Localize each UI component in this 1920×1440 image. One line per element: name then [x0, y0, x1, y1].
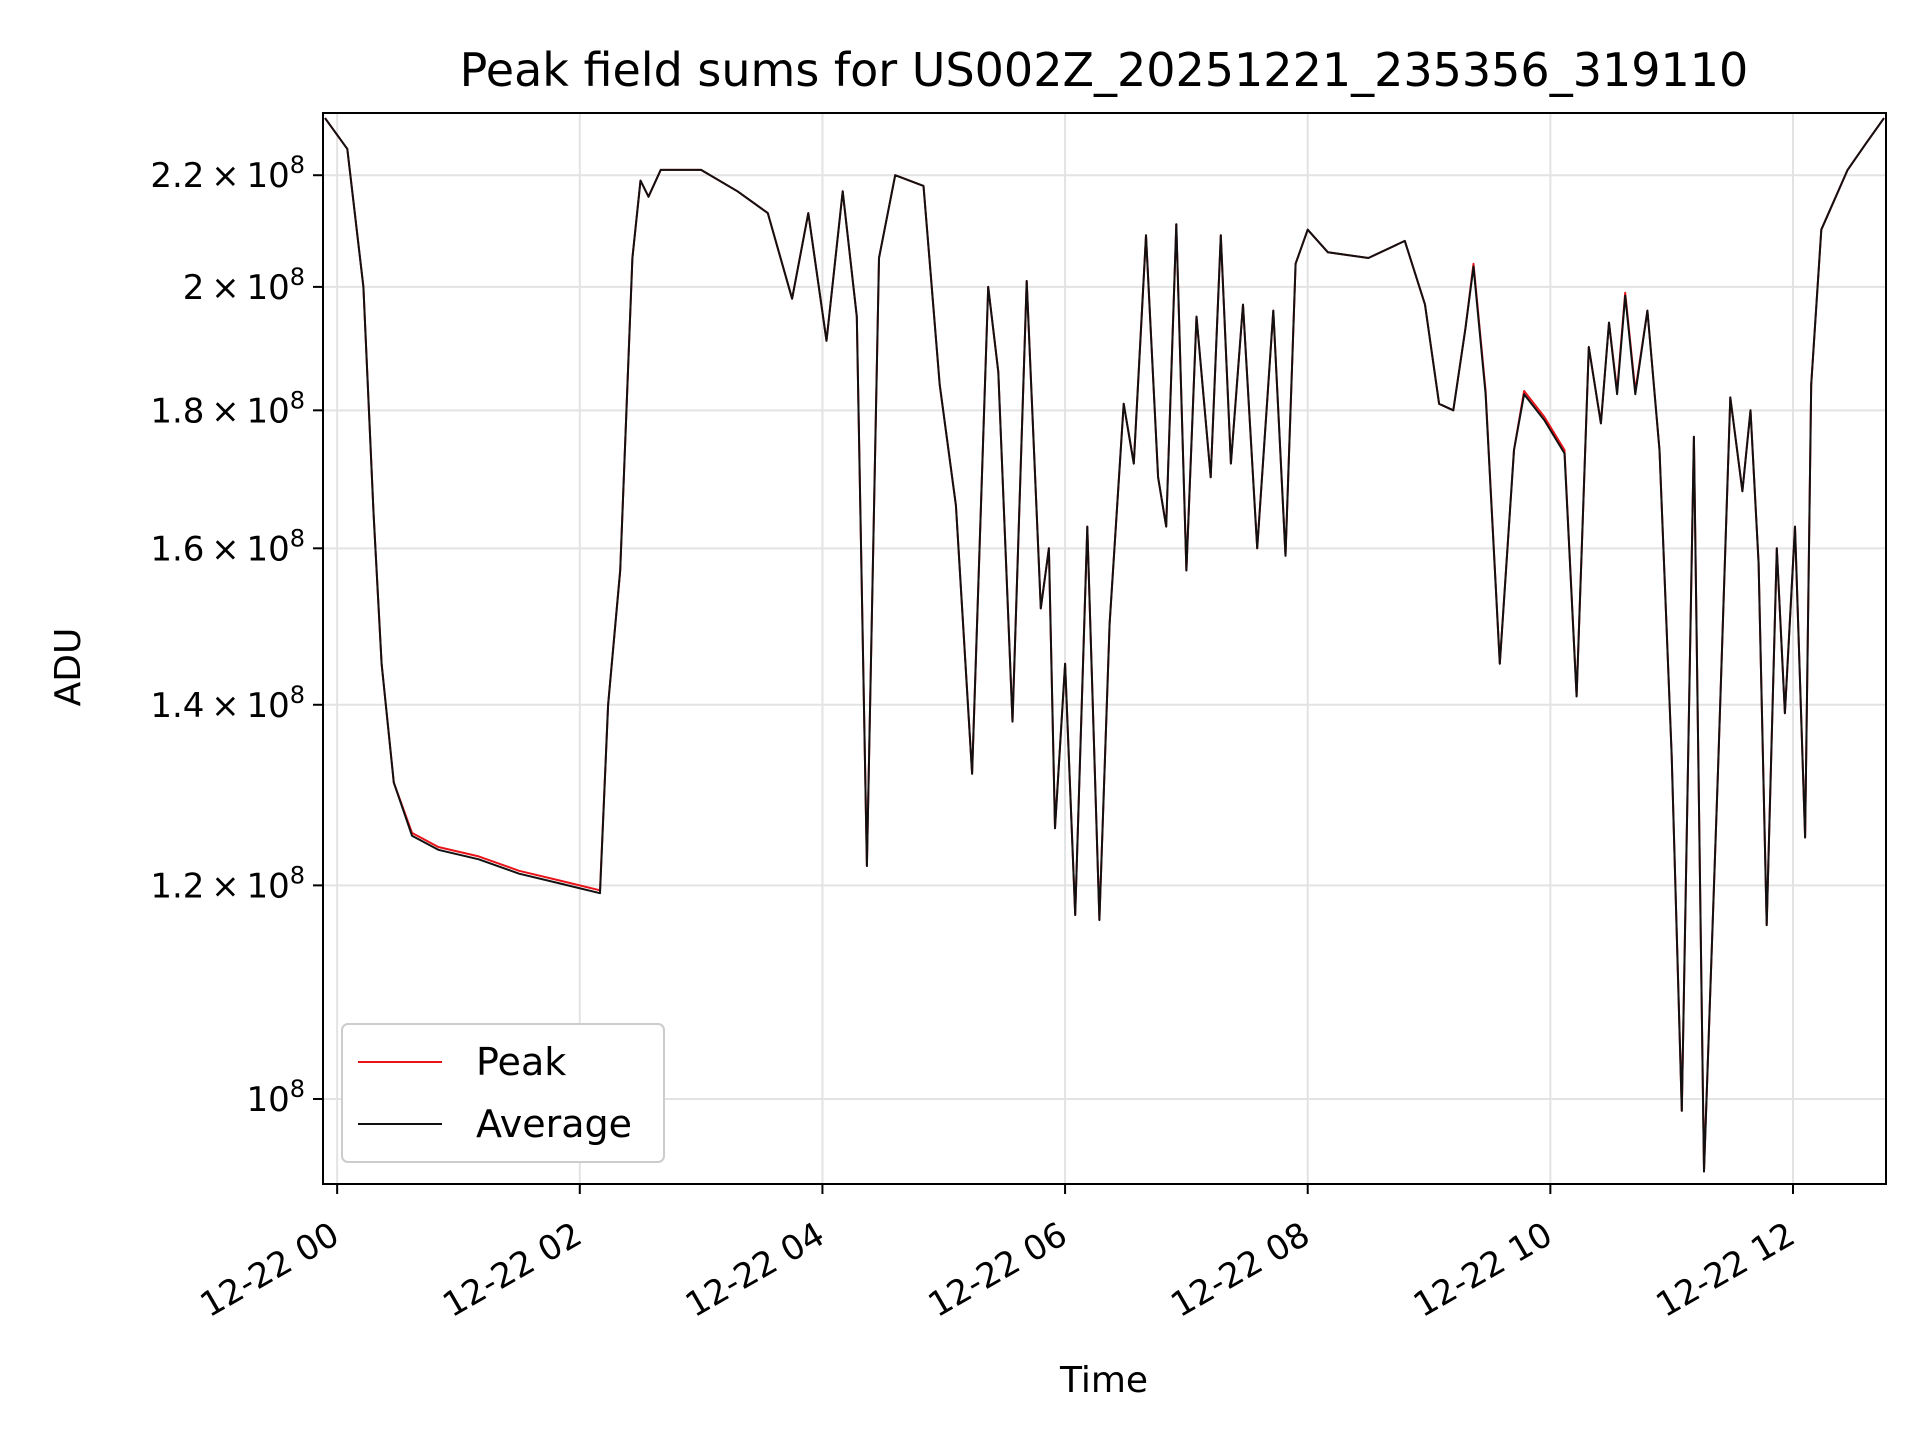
- y-tick-label: 1.6 × 108: [150, 524, 305, 569]
- legend-label-average: Average: [476, 1102, 632, 1146]
- legend: Peak Average: [341, 1023, 665, 1163]
- legend-box: [341, 1023, 665, 1163]
- y-tick-label: 1.2 × 108: [150, 861, 305, 906]
- y-tick-label: 1.8 × 108: [150, 386, 305, 431]
- plot-frame: [322, 112, 1887, 1185]
- y-tick-label: 1.4 × 108: [150, 681, 305, 726]
- series-line-average: [324, 117, 1885, 1173]
- y-axis-label: ADU: [48, 628, 89, 707]
- y-tick-label: 2 × 108: [183, 263, 305, 308]
- y-tick-label: 2.2 × 108: [150, 151, 305, 196]
- chart-title: Peak field sums for US002Z_20251221_2353…: [460, 43, 1749, 97]
- legend-label-peak: Peak: [476, 1040, 566, 1084]
- x-axis-label: Time: [1059, 1360, 1148, 1401]
- series-layer: [324, 117, 1885, 1173]
